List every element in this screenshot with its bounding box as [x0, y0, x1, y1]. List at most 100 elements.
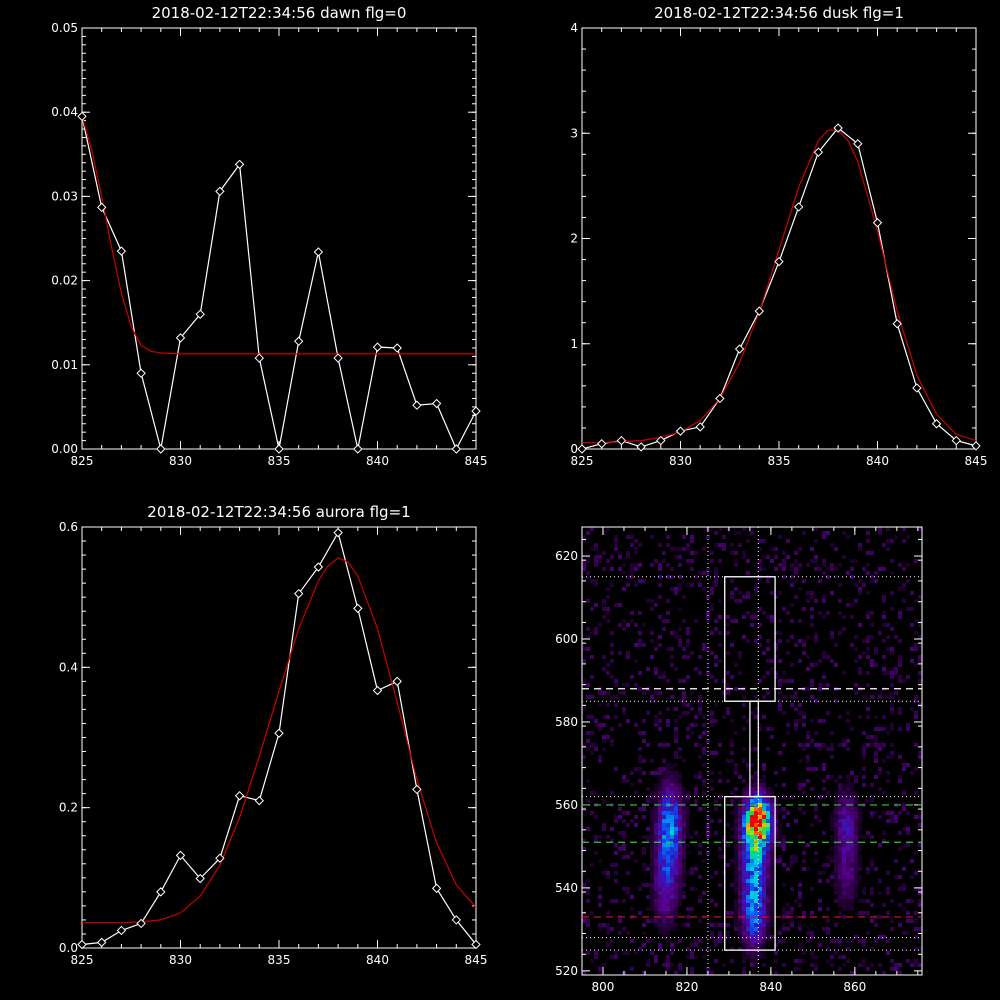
heatmap-cell — [646, 867, 650, 871]
heatmap-cell — [662, 879, 666, 883]
heatmap-cell — [762, 715, 766, 719]
heatmap-cell — [882, 567, 886, 571]
heatmap-cell — [598, 723, 602, 727]
heatmap-cell — [766, 919, 770, 923]
heatmap-cell — [894, 671, 898, 675]
heatmap-cell — [754, 839, 758, 843]
heatmap-cell — [734, 887, 738, 891]
heatmap-cell — [762, 887, 766, 891]
heatmap-cell — [614, 955, 618, 959]
dawn-ytick-label: 0.02 — [51, 274, 78, 288]
heatmap-cell — [582, 535, 586, 539]
heatmap-cell — [854, 831, 858, 835]
heatmap-cell — [778, 939, 782, 943]
heatmap-cell — [758, 879, 762, 883]
heatmap-cell — [742, 947, 746, 951]
heatmap-cell — [750, 835, 754, 839]
heatmap-cell — [654, 875, 658, 879]
heatmap-cell — [846, 823, 850, 827]
heatmap-cell — [838, 899, 842, 903]
heatmap-cell — [766, 907, 770, 911]
heatmap-cell — [766, 659, 770, 663]
heatmap-cell — [746, 591, 750, 595]
aurora-data-point — [175, 850, 186, 861]
heatmap-cell — [706, 739, 710, 743]
heatmap-cell — [662, 963, 666, 967]
heatmap-cell — [678, 859, 682, 863]
heatmap-cell — [874, 651, 878, 655]
heatmap-cell — [762, 651, 766, 655]
heatmap-cell — [850, 887, 854, 891]
heatmap-cell — [670, 843, 674, 847]
heatmap-cell — [662, 859, 666, 863]
heatmap-cell — [762, 807, 766, 811]
heatmap-cell — [750, 783, 754, 787]
heatmap-cell — [614, 603, 618, 607]
dawn-data-point — [215, 186, 225, 197]
heatmap-cell — [914, 631, 918, 635]
heatmap-cell — [602, 827, 606, 831]
heatmap-cell — [734, 927, 738, 931]
heatmap-cell — [726, 623, 730, 627]
heatmap-cell — [786, 927, 790, 931]
heatmap-cell — [722, 855, 726, 859]
heatmap-cell — [638, 563, 642, 567]
heatmap-cell — [838, 795, 842, 799]
heatmap-cell — [654, 855, 658, 859]
heatmap-cell — [810, 955, 814, 959]
heatmap-cell — [894, 875, 898, 879]
heatmap-cell — [758, 863, 762, 867]
heatmap-cell — [754, 879, 758, 883]
heatmap-cell — [810, 887, 814, 891]
heatmap-cell — [870, 799, 874, 803]
heatmap-cell — [886, 539, 890, 543]
heatmap-cell — [898, 587, 902, 591]
heatmap-cell — [642, 863, 646, 867]
heatmap-cell — [850, 879, 854, 883]
heatmap-cell — [830, 755, 834, 759]
heatmap-cell — [618, 551, 622, 555]
dawn-title: 2018-02-12T22:34:56 dawn flg=0 — [152, 4, 407, 22]
heatmap-cell — [750, 867, 754, 871]
heatmap-cell — [822, 795, 826, 799]
heatmap-cell — [670, 943, 674, 947]
heatmap-cell — [770, 907, 774, 911]
dusk-data-point — [813, 147, 824, 157]
heatmap-cell — [758, 839, 762, 843]
aurora-data-point — [116, 925, 127, 936]
heatmap-cell — [754, 883, 758, 887]
heatmap-cell — [698, 771, 702, 775]
heatmap-cell — [846, 947, 850, 951]
heatmap-cell — [890, 711, 894, 715]
heatmap-cell — [670, 947, 674, 951]
dusk-fit-line — [582, 129, 976, 444]
heatmap-cell — [758, 579, 762, 583]
heatmap-cell — [858, 847, 862, 851]
heatmap-cell — [834, 863, 838, 867]
heatmap-cell — [890, 927, 894, 931]
heatmap-cell — [622, 811, 626, 815]
heatmap-cell — [678, 775, 682, 779]
heatmap-cell — [670, 695, 674, 699]
heatmap-cell — [842, 807, 846, 811]
heatmap-cell — [734, 687, 738, 691]
heatmap-cell — [842, 815, 846, 819]
heatmap-cell — [850, 899, 854, 903]
heatmap-cell — [838, 787, 842, 791]
heatmap-cell — [858, 547, 862, 551]
heatmap-cell — [750, 863, 754, 867]
heatmap-cell — [842, 811, 846, 815]
heatmap-cell — [598, 727, 602, 731]
heatmap-cell — [854, 803, 858, 807]
heatmap-cell — [642, 883, 646, 887]
heatmap-cell — [854, 839, 858, 843]
heatmap-cell — [754, 891, 758, 895]
heatmap-cell — [766, 555, 770, 559]
heatmap-cell — [798, 743, 802, 747]
heatmap-cell — [662, 903, 666, 907]
heatmap-cell — [738, 543, 742, 547]
heatmap-cell — [678, 783, 682, 787]
heatmap-cell — [686, 871, 690, 875]
heatmap-cell — [918, 595, 922, 599]
heatmap-cell — [850, 839, 854, 843]
